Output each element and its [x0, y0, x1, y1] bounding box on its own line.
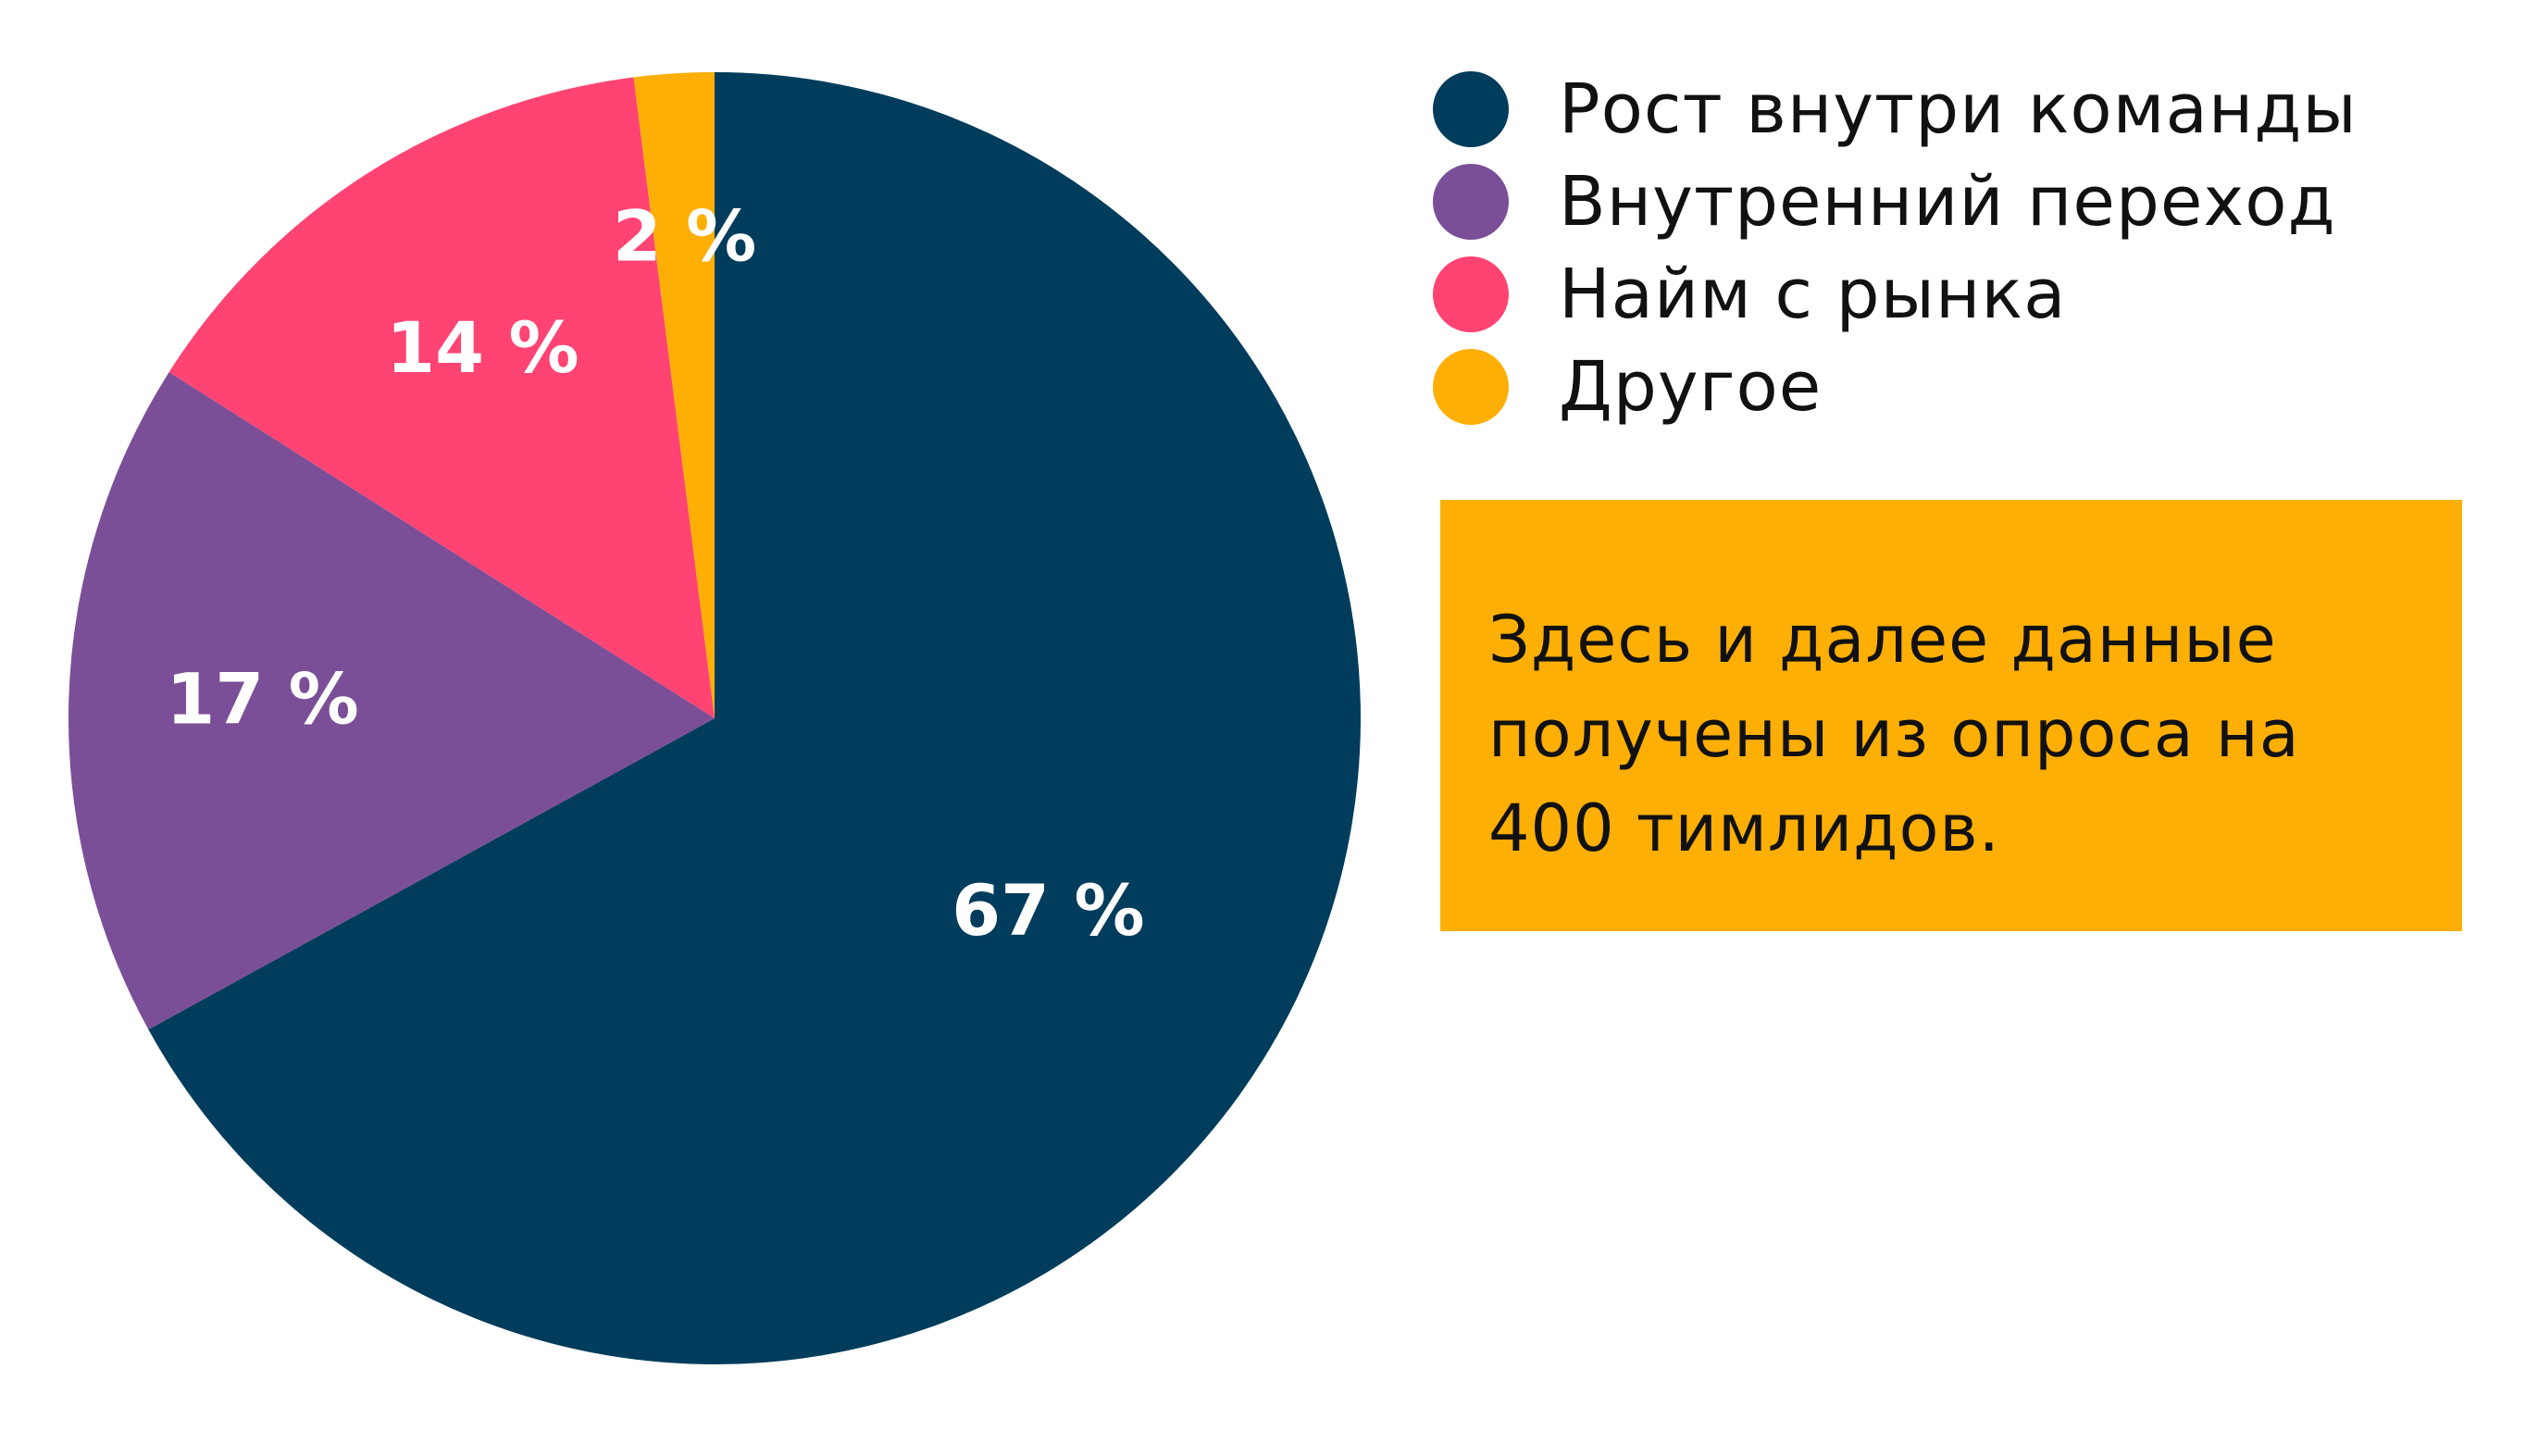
pie-slice-growth-inside-team — [148, 72, 1361, 1364]
legend-swatch-internal-transfer — [1433, 164, 1509, 240]
pie-slice-internal-transfer — [68, 371, 715, 1030]
slice-label-growth-inside-team: 67 % — [952, 869, 1144, 952]
pie-slices — [68, 72, 1361, 1364]
legend-item-growth-inside-team: Рост внутри команды — [1433, 63, 2507, 156]
legend-swatch-growth-inside-team — [1433, 71, 1509, 147]
slice-label-internal-transfer: 17 % — [166, 658, 358, 740]
pie-slice-labels: 67 % 17 % 14 % 2 % — [166, 194, 1144, 952]
pie-slice-market-hire — [168, 77, 715, 719]
legend-swatch-market-hire — [1433, 256, 1509, 332]
legend-swatch-other — [1433, 349, 1509, 425]
legend-item-other: Другое — [1433, 341, 2507, 433]
legend-item-market-hire: Найм с рынка — [1433, 248, 2507, 341]
legend: Рост внутри команды Внутренний переход Н… — [1433, 63, 2507, 433]
slice-label-other: 2 % — [613, 194, 757, 277]
survey-note-box: Здесь и далее данные получены из опроса … — [1440, 500, 2462, 931]
slice-label-market-hire: 14 % — [386, 306, 579, 389]
pie-slice-other — [633, 72, 715, 718]
legend-label: Рост внутри команды — [1559, 69, 2358, 149]
legend-label: Найм с рынка — [1559, 255, 2067, 334]
survey-note-text: Здесь и далее данные получены из опроса … — [1488, 602, 2300, 866]
legend-label: Внутренний переход — [1559, 162, 2336, 242]
legend-label: Другое — [1559, 347, 1823, 427]
legend-item-internal-transfer: Внутренний переход — [1433, 156, 2507, 248]
pie-chart: 67 % 17 % 14 % 2 % — [68, 72, 1361, 1364]
